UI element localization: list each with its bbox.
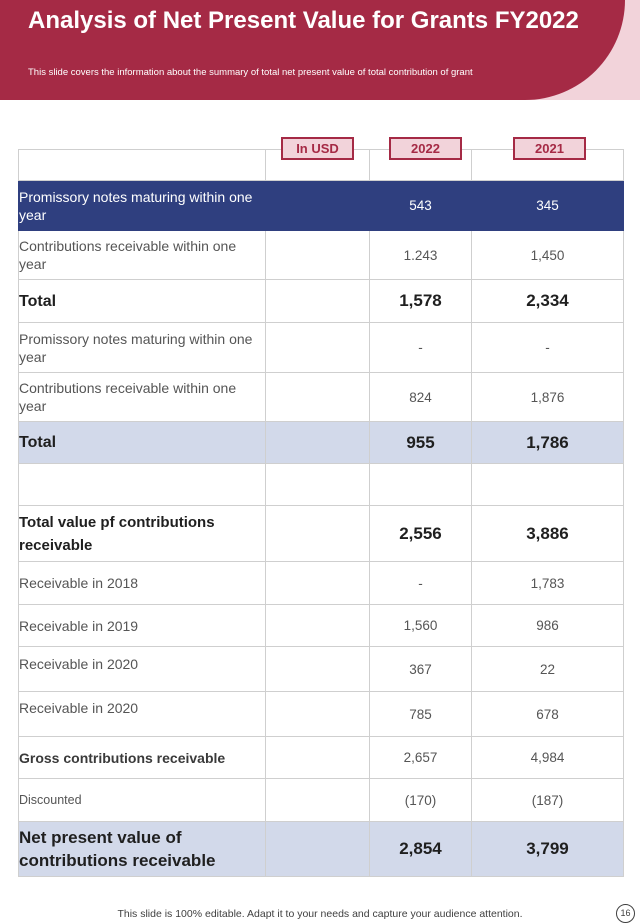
- table-row: Contributions receivable within one year…: [18, 230, 624, 280]
- table-row: Net present value of contributions recei…: [18, 821, 624, 877]
- table-row: Total 955 1,786: [18, 421, 624, 464]
- row-spacer: [265, 691, 370, 737]
- row-spacer: [265, 736, 370, 779]
- row-label: Receivable in 2020: [18, 691, 266, 737]
- row-spacer: [265, 180, 370, 231]
- table-row: Receivable in 2019 1,560 986: [18, 604, 624, 647]
- value-2021: 3,799: [471, 821, 624, 877]
- row-label: Receivable in 2019: [18, 604, 266, 647]
- table-row: Receivable in 2020 367 22: [18, 646, 624, 692]
- value-2021: 3,886: [471, 505, 624, 562]
- value-2022: 367: [369, 646, 472, 692]
- column-header-2022: 2022: [389, 137, 462, 160]
- page-subtitle: This slide covers the information about …: [28, 67, 473, 78]
- row-label: Contributions receivable within one year: [18, 230, 266, 280]
- value-2022: 1,560: [369, 604, 472, 647]
- value-2022: [369, 463, 472, 506]
- value-2021: 1,876: [471, 372, 624, 422]
- value-2021: 678: [471, 691, 624, 737]
- header-cell-empty: [18, 149, 266, 181]
- row-spacer: [265, 322, 370, 373]
- row-label: Promissory notes maturing within one yea…: [18, 180, 266, 231]
- table-row: Discounted (170) (187): [18, 778, 624, 822]
- row-label: Net present value of contributions recei…: [18, 821, 266, 877]
- value-2021: 345: [471, 180, 624, 231]
- value-2022: 955: [369, 421, 472, 464]
- table-row: Receivable in 2018 - 1,783: [18, 561, 624, 605]
- value-2021: 2,334: [471, 279, 624, 323]
- row-label: Discounted: [18, 778, 266, 822]
- value-2021: 1,450: [471, 230, 624, 280]
- value-2021: 1,786: [471, 421, 624, 464]
- row-spacer: [265, 505, 370, 562]
- row-label: Promissory notes maturing within one yea…: [18, 322, 266, 373]
- table-row: Total 1,578 2,334: [18, 279, 624, 323]
- value-2021: 22: [471, 646, 624, 692]
- row-spacer: [265, 778, 370, 822]
- value-2022: 2,657: [369, 736, 472, 779]
- value-2021: 986: [471, 604, 624, 647]
- value-2022: 2,556: [369, 505, 472, 562]
- value-2021: 4,984: [471, 736, 624, 779]
- value-2021: (187): [471, 778, 624, 822]
- row-label: Receivable in 2018: [18, 561, 266, 605]
- value-2022: -: [369, 561, 472, 605]
- row-label: Contributions receivable within one year: [18, 372, 266, 422]
- row-spacer: [265, 372, 370, 422]
- value-2021: 1,783: [471, 561, 624, 605]
- value-2021: [471, 463, 624, 506]
- table-row: Promissory notes maturing within one yea…: [18, 322, 624, 373]
- table-row: Promissory notes maturing within one yea…: [18, 180, 624, 231]
- row-spacer: [265, 821, 370, 877]
- header-banner: Analysis of Net Present Value for Grants…: [0, 0, 640, 100]
- column-header-2021: 2021: [513, 137, 586, 160]
- value-2021: -: [471, 322, 624, 373]
- row-label: Receivable in 2020: [18, 646, 266, 692]
- row-spacer: [265, 421, 370, 464]
- page-title: Analysis of Net Present Value for Grants…: [28, 7, 579, 34]
- value-2022: (170): [369, 778, 472, 822]
- row-spacer: [265, 230, 370, 280]
- footer-note: This slide is 100% editable. Adapt it to…: [117, 908, 523, 920]
- page-number: 16: [616, 904, 635, 923]
- table-row: Contributions receivable within one year…: [18, 372, 624, 422]
- column-header-in-usd: In USD: [281, 137, 354, 160]
- table-row: Total value pf contributions receivable …: [18, 505, 624, 562]
- header-main-band: [0, 0, 625, 100]
- value-2022: 2,854: [369, 821, 472, 877]
- table-row: Gross contributions receivable 2,657 4,9…: [18, 736, 624, 779]
- table-row-blank: [18, 463, 624, 506]
- row-label: Total: [18, 279, 266, 323]
- table-row: Receivable in 2020 785 678: [18, 691, 624, 737]
- row-label: [18, 463, 266, 506]
- row-label: Gross contributions receivable: [18, 736, 266, 779]
- npv-table: Promissory notes maturing within one yea…: [18, 149, 624, 877]
- row-spacer: [265, 604, 370, 647]
- value-2022: 1.243: [369, 230, 472, 280]
- value-2022: 824: [369, 372, 472, 422]
- value-2022: 1,578: [369, 279, 472, 323]
- row-spacer: [265, 646, 370, 692]
- value-2022: 785: [369, 691, 472, 737]
- row-spacer: [265, 561, 370, 605]
- row-label: Total: [18, 421, 266, 464]
- row-spacer: [265, 463, 370, 506]
- row-spacer: [265, 279, 370, 323]
- value-2022: -: [369, 322, 472, 373]
- row-label: Total value pf contributions receivable: [18, 505, 266, 562]
- value-2022: 543: [369, 180, 472, 231]
